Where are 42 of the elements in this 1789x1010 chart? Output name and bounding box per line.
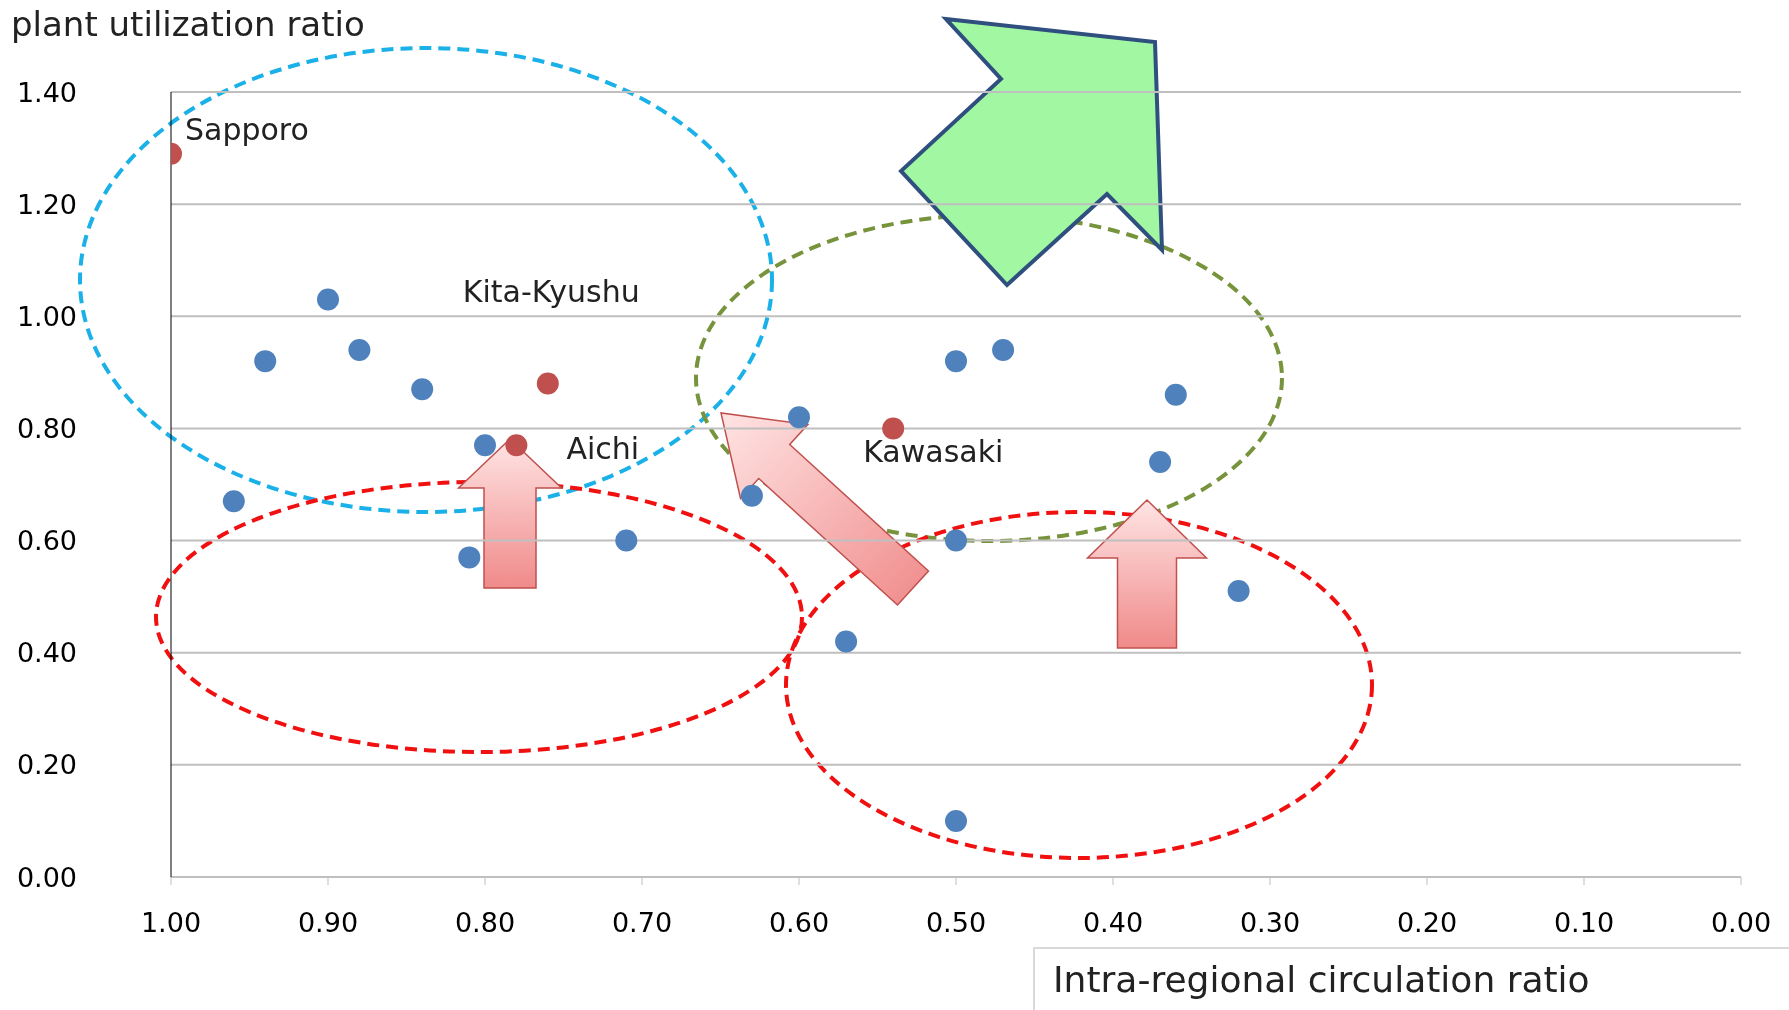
annotation: Kita-Kyushu [462, 274, 640, 310]
point [317, 288, 339, 311]
x-axis-title: Intra-regional circulation ratio [1033, 947, 1789, 1010]
x-tick-label: 0.00 [1710, 907, 1772, 939]
point [1149, 451, 1172, 474]
point [945, 529, 967, 552]
x-tick-label: 0.30 [1239, 907, 1301, 939]
y-tick-label: 1.00 [16, 300, 77, 332]
x-tick-label: 0.70 [611, 907, 673, 939]
x-tick-label: 0.40 [1082, 907, 1144, 939]
annotation: Aichi [566, 430, 640, 466]
point [835, 630, 858, 653]
point [411, 378, 434, 401]
y-tick-label: 0.00 [16, 861, 77, 893]
x-tick-label: 0.10 [1553, 907, 1615, 939]
y-tick-label: 0.20 [16, 749, 77, 781]
point [1164, 383, 1187, 406]
x-tick-label: 1.00 [140, 907, 202, 939]
point [474, 434, 496, 457]
point [254, 350, 277, 373]
point [1227, 580, 1250, 603]
x-tick-label: 0.80 [454, 907, 516, 939]
annotation: Kawasaki [863, 433, 1004, 469]
point [788, 406, 810, 429]
x-tick-label: 0.50 [925, 907, 987, 939]
point [945, 809, 967, 832]
point [536, 372, 559, 395]
y-tick-label: 0.40 [16, 637, 77, 669]
point [992, 338, 1015, 361]
x-tick-label: 0.60 [768, 907, 830, 939]
x-tick-label: 0.90 [297, 907, 359, 939]
point [882, 417, 905, 440]
y-tick-label: 1.40 [16, 76, 77, 108]
y-tick-label: 0.80 [16, 413, 77, 445]
y-tick-label: 0.60 [16, 525, 77, 557]
point [505, 434, 528, 457]
y-tick-label: 1.20 [16, 188, 77, 220]
annotation: Sapporo [185, 112, 309, 148]
point [945, 350, 967, 373]
y-axis-title: plant utilization ratio [11, 4, 365, 44]
x-tick-label: 0.20 [1396, 907, 1458, 939]
point [348, 338, 371, 361]
